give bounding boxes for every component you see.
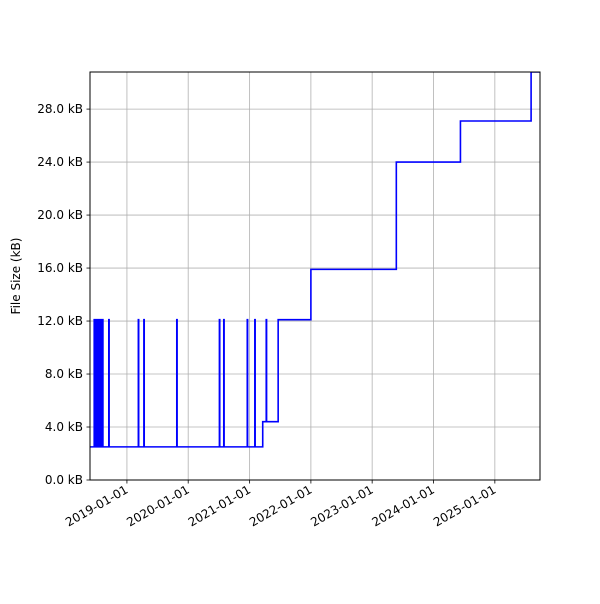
y-axis: 0.0 kB 4.0 kB 8.0 kB 12.0 kB 16.0 kB 20.0 kB 2… <box>37 102 90 487</box>
x-tick-label: 2019-01-01 <box>63 482 130 529</box>
y-tick-label: 20.0 kB <box>37 208 83 222</box>
y-tick-label: 28.0 kB <box>37 102 83 116</box>
y-axis-label: File Size (kB) <box>9 238 23 315</box>
file-size-series-line <box>90 72 540 448</box>
series-layer <box>90 72 540 448</box>
grid-layer <box>90 72 540 481</box>
x-tick-label: 2021-01-01 <box>186 482 253 529</box>
y-tick-label: 0.0 kB <box>45 473 83 487</box>
x-tick-label: 2024-01-01 <box>370 482 437 529</box>
y-tick-label: 12.0 kB <box>37 314 83 328</box>
y-tick-label: 4.0 kB <box>45 420 83 434</box>
y-tick-label: 8.0 kB <box>45 367 83 381</box>
plot-frame <box>89 71 541 481</box>
x-tick-label: 2020-01-01 <box>124 482 191 529</box>
x-tick-label: 2023-01-01 <box>308 482 375 529</box>
y-tick-label: 16.0 kB <box>37 261 83 275</box>
x-tick-label: 2022-01-01 <box>247 482 314 529</box>
x-tick-label: 2025-01-01 <box>431 482 498 529</box>
y-tick-label: 24.0 kB <box>37 155 83 169</box>
x-axis: 2019-01-012020-01-012021-01-012022-01-01… <box>63 480 498 529</box>
